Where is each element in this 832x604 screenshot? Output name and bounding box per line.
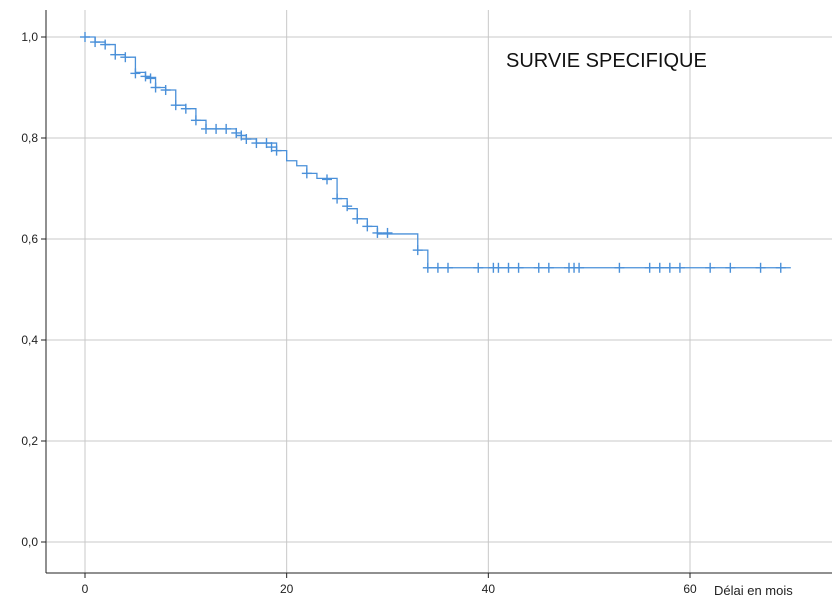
censor-mark [574, 262, 585, 273]
censor-mark [145, 73, 156, 84]
censor-mark [382, 227, 393, 238]
censor-mark [80, 32, 90, 42]
censor-mark [755, 262, 766, 273]
x-tick-label: 20 [280, 582, 294, 596]
censor-mark [775, 262, 786, 273]
censor-mark [493, 262, 504, 273]
x-axis-title: Délai en mois [714, 583, 793, 598]
censor-mark [614, 262, 625, 273]
censor-mark [342, 201, 353, 212]
censor-mark [140, 71, 151, 82]
censor-mark [503, 262, 514, 273]
censor-mark [543, 262, 554, 273]
censor-mark [332, 193, 343, 204]
censor-mark [362, 221, 373, 232]
censor-mark [190, 115, 201, 126]
y-tick-label: 0,4 [21, 333, 38, 347]
censor-mark [473, 262, 484, 273]
censor-mark [90, 37, 101, 48]
censor-marks [80, 32, 786, 273]
censor-mark [654, 262, 665, 273]
censor-mark [422, 262, 433, 273]
censor-mark [432, 262, 443, 273]
x-tick-label: 40 [482, 582, 496, 596]
axes [45, 10, 832, 574]
chart-title: SURVIE SPECIFIQUE [506, 50, 707, 72]
censor-mark [372, 227, 383, 238]
censor-mark [352, 213, 363, 224]
grid [46, 10, 832, 573]
censor-mark [120, 52, 131, 63]
x-tick-label: 60 [683, 582, 697, 596]
censor-mark [644, 262, 655, 273]
y-tick-label: 0,8 [21, 131, 38, 145]
x-tick-label: 0 [82, 582, 89, 596]
censor-mark [261, 138, 272, 149]
censor-mark [221, 123, 232, 134]
censor-mark [180, 103, 191, 114]
censor-mark [170, 100, 181, 111]
censor-mark [251, 138, 262, 149]
censor-mark [443, 262, 453, 273]
y-tick-label: 0,6 [21, 232, 38, 246]
y-tick-label: 0,0 [21, 535, 38, 549]
censor-mark [674, 262, 685, 273]
censor-mark [533, 262, 544, 273]
censor-mark [664, 262, 675, 273]
censor-mark [266, 142, 277, 153]
censor-mark [100, 39, 111, 50]
censor-mark [271, 145, 282, 156]
censor-mark [110, 49, 121, 60]
censor-mark [130, 68, 141, 79]
y-tick-label: 0,2 [21, 434, 38, 448]
censor-mark [705, 262, 716, 273]
censor-mark [725, 262, 736, 273]
censor-mark [150, 82, 161, 93]
censor-mark [160, 85, 171, 96]
censor-mark [412, 245, 423, 256]
censor-mark [231, 127, 242, 138]
y-tick-label: 1,0 [21, 30, 38, 44]
censor-mark [236, 130, 247, 141]
censor-mark [211, 123, 222, 134]
censor-mark [241, 134, 252, 145]
censor-mark [301, 168, 312, 179]
censor-mark [513, 262, 524, 273]
censor-mark [201, 123, 211, 134]
tick-labels: 0,0 0,2 0,4 0,6 0,8 1,0 0 20 40 60 [21, 30, 697, 596]
censor-mark [322, 174, 332, 185]
